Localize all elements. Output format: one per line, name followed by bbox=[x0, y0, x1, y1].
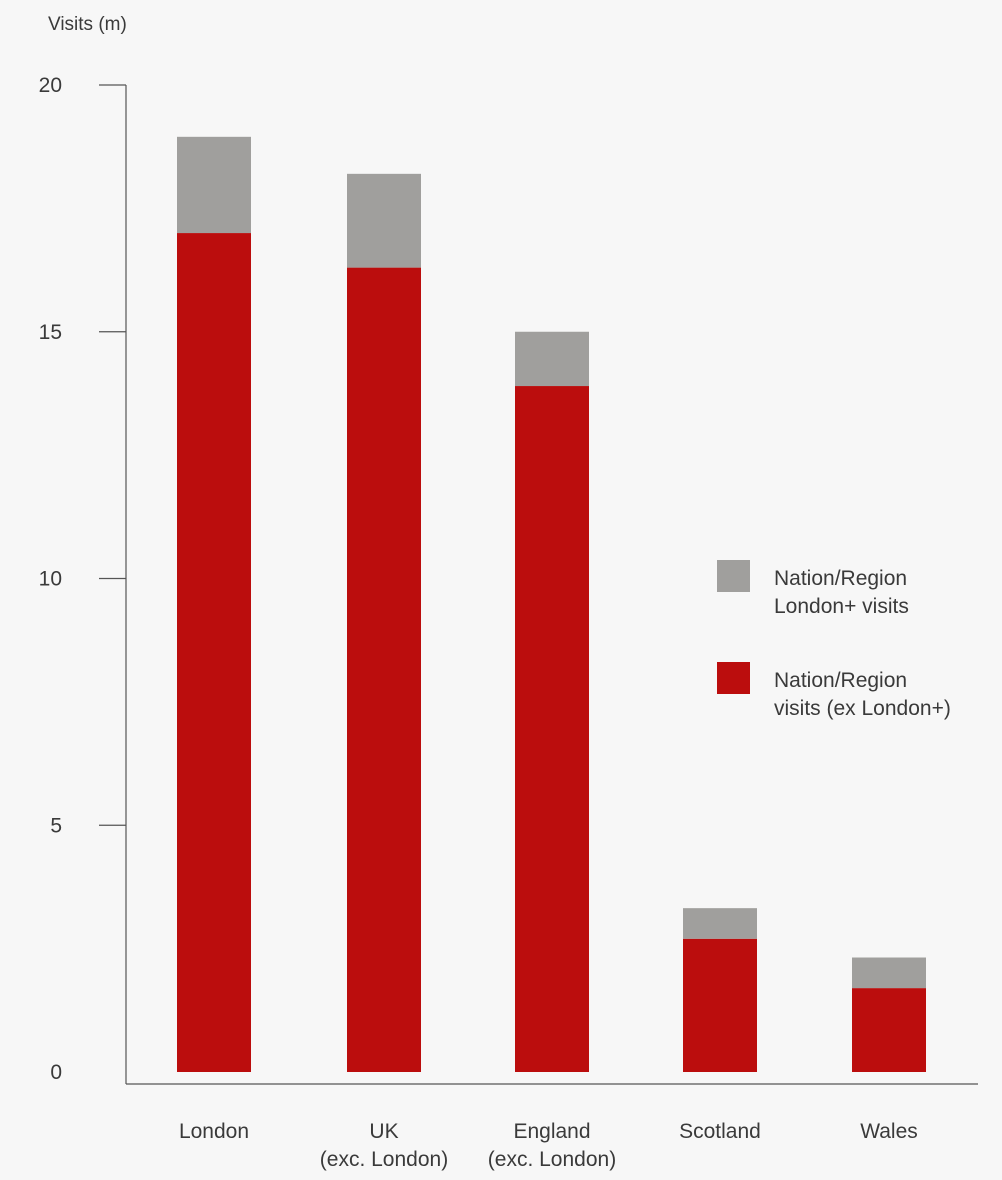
x-category-label: UK bbox=[369, 1120, 398, 1143]
bar-segment bbox=[683, 908, 757, 939]
legend-label: visits (ex London+) bbox=[774, 697, 951, 720]
bar-segment bbox=[683, 938, 757, 1072]
x-category-label: (exc. London) bbox=[320, 1148, 448, 1171]
bar-segment bbox=[177, 136, 251, 234]
y-tick-label: 5 bbox=[50, 814, 62, 837]
bar-segment bbox=[515, 386, 589, 1072]
y-tick-label: 10 bbox=[39, 568, 62, 591]
bar-segment bbox=[177, 233, 251, 1073]
x-category-label: Scotland bbox=[679, 1120, 761, 1143]
x-category-label: (exc. London) bbox=[488, 1148, 616, 1171]
x-category-label: Wales bbox=[860, 1120, 918, 1143]
axes: 0 5 10 15 20 bbox=[39, 74, 978, 1085]
legend-label: London+ visits bbox=[774, 595, 909, 618]
bars bbox=[177, 136, 926, 1073]
bar-segment bbox=[347, 173, 421, 268]
legend-swatch bbox=[717, 560, 750, 592]
bar-segment bbox=[852, 957, 926, 989]
y-tick-label: 15 bbox=[39, 321, 62, 344]
legend-label: Nation/Region bbox=[774, 567, 907, 590]
x-category-label: England bbox=[513, 1120, 590, 1143]
y-axis-title: Visits (m) bbox=[48, 14, 127, 35]
y-tick-label: 0 bbox=[50, 1061, 62, 1084]
bar-segment bbox=[852, 988, 926, 1072]
legend-swatch bbox=[717, 662, 750, 694]
bar-segment bbox=[347, 267, 421, 1073]
x-category-label: London bbox=[179, 1120, 249, 1143]
bar-segment bbox=[515, 331, 589, 387]
legend-label: Nation/Region bbox=[774, 669, 907, 692]
x-axis-labels: London UK (exc. London) England (exc. London… bbox=[179, 1120, 918, 1171]
y-tick-label: 20 bbox=[39, 74, 62, 97]
legend: Nation/Region London+ visits Nation/Region… bbox=[717, 560, 951, 720]
